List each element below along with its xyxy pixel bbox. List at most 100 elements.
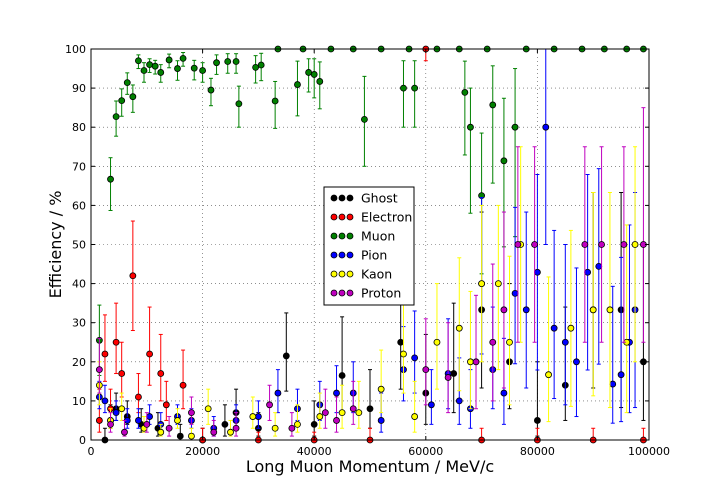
data-point [271,424,279,432]
data-point [129,93,137,101]
legend-label: Pion [361,248,387,263]
legend-marker [330,232,338,240]
data-point [157,370,165,377]
legend-item-electron: Electron [330,210,412,225]
legend-marker [346,194,354,202]
data-point [271,97,279,105]
data-point [450,370,458,377]
data-point [123,79,131,87]
data-point [249,413,257,420]
y-tick-label: 0 [79,434,86,447]
data-point [489,338,497,346]
y-tick-label: 100 [65,43,86,56]
data-point [174,417,181,424]
data-point [338,409,346,417]
data-point [561,338,569,346]
data-point [235,100,243,108]
data-point [609,380,617,388]
data-point [135,393,142,401]
data-point [143,420,151,428]
data-point [294,81,301,88]
legend-label: Electron [361,210,412,225]
data-point [162,401,170,409]
data-point [472,358,480,366]
data-point [617,371,625,379]
data-point [573,358,580,366]
data-point [227,428,234,436]
data-point [199,67,207,74]
data-point [274,389,282,397]
legend-marker [330,213,338,221]
data-point [514,241,522,248]
x-tick-label: 80000 [520,445,555,458]
legend-box [323,186,415,306]
data-point [338,372,346,379]
legend-label: Muon [361,229,395,244]
data-point [310,420,318,428]
legend-marker [346,289,354,297]
data-point [207,86,215,94]
data-point [288,424,296,432]
data-point [377,417,385,424]
data-point [112,409,120,417]
data-point [174,65,181,72]
data-point [213,59,220,67]
data-point [95,366,103,374]
legend-marker [338,232,346,240]
y-tick-label: 40 [72,278,86,291]
data-point [467,358,474,366]
y-tick-label: 80 [72,121,86,134]
data-point [135,57,142,65]
data-point [397,338,405,346]
data-point [400,84,407,92]
data-point [377,385,385,393]
legend-marker [338,251,346,259]
data-point [204,405,212,413]
data-point [620,241,628,248]
data-point [598,241,605,248]
data-point [316,78,324,85]
data-point [305,69,313,76]
data-point [165,424,173,432]
data-point [361,115,368,123]
data-point [534,417,541,424]
y-tick-label: 60 [72,199,86,212]
data-point [461,89,469,96]
y-tick-label: 70 [72,160,86,173]
legend-marker [346,213,354,221]
legend-marker [346,232,354,240]
data-point [422,366,430,374]
legend-marker [330,194,338,202]
data-point [146,350,153,358]
legend-label: Proton [361,286,401,301]
data-point [494,280,502,288]
legend-label: Kaon [361,267,392,282]
data-point [506,338,513,346]
data-point [165,56,173,64]
data-point [411,413,419,420]
data-point [500,389,508,397]
data-point [349,405,357,413]
data-point [581,241,589,248]
x-tick-label: 40000 [297,445,332,458]
legend-marker [338,194,346,202]
data-point [188,432,195,440]
data-point [584,268,592,276]
data-point [589,306,597,314]
data-point [534,268,541,276]
data-point [252,63,260,71]
data-point [427,401,435,409]
data-point [631,241,639,248]
data-point [190,64,198,72]
data-point [282,352,290,360]
data-point [489,101,497,109]
data-point [567,324,575,332]
x-tick-label: 60000 [408,445,443,458]
data-point [157,69,165,76]
legend-marker [338,270,346,278]
legend-item-pion: Pion [330,248,387,263]
data-point [112,338,120,346]
data-point [118,370,126,377]
data-point [101,397,109,405]
